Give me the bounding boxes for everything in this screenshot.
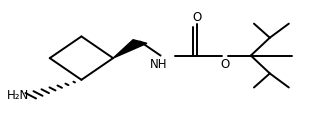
Text: H₂N: H₂N	[7, 89, 29, 102]
Text: NH: NH	[150, 58, 168, 71]
Text: O: O	[192, 11, 202, 24]
Polygon shape	[113, 40, 147, 58]
Text: O: O	[221, 58, 230, 71]
